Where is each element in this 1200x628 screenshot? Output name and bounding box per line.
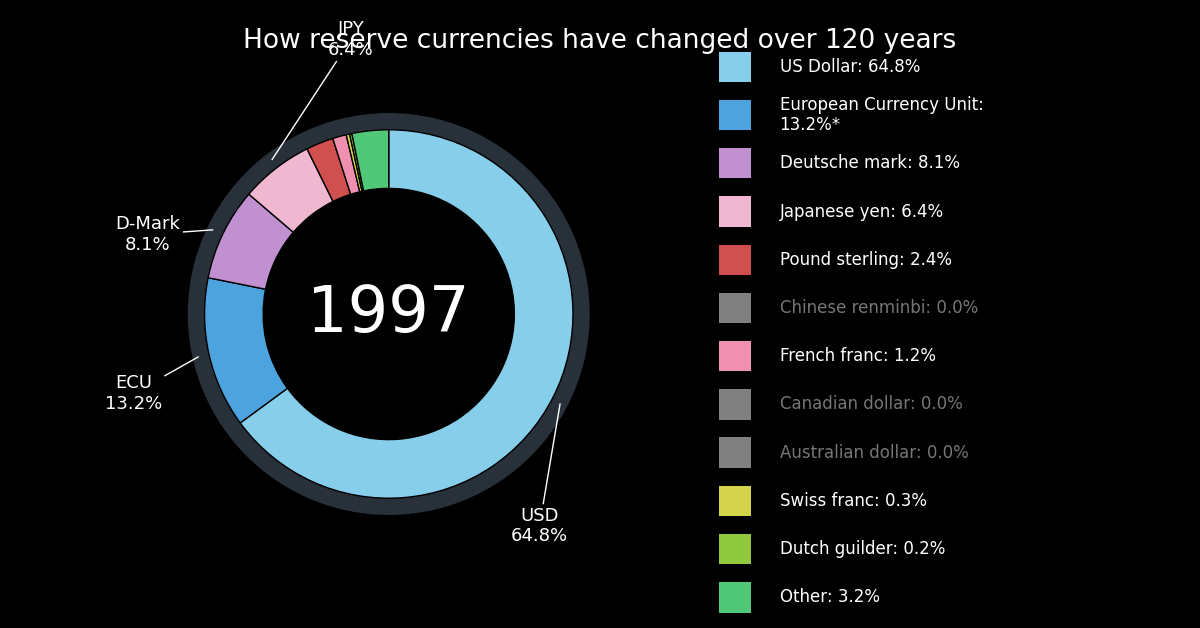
Wedge shape [187, 113, 589, 515]
Text: Canadian dollar: 0.0%: Canadian dollar: 0.0% [780, 396, 962, 413]
Text: Swiss franc: 0.3%: Swiss franc: 0.3% [780, 492, 926, 510]
FancyBboxPatch shape [719, 148, 751, 178]
Wedge shape [240, 130, 572, 498]
Wedge shape [204, 278, 288, 423]
FancyBboxPatch shape [719, 582, 751, 612]
Wedge shape [347, 134, 362, 192]
Text: French franc: 1.2%: French franc: 1.2% [780, 347, 936, 365]
FancyBboxPatch shape [719, 438, 751, 468]
Wedge shape [248, 149, 334, 232]
FancyBboxPatch shape [719, 197, 751, 227]
FancyBboxPatch shape [719, 51, 751, 82]
FancyBboxPatch shape [719, 341, 751, 371]
Text: ECU
13.2%: ECU 13.2% [104, 357, 198, 413]
Wedge shape [332, 135, 360, 194]
Wedge shape [307, 139, 350, 202]
Text: Chinese renminbi: 0.0%: Chinese renminbi: 0.0% [780, 299, 978, 317]
FancyBboxPatch shape [719, 389, 751, 420]
Text: Dutch guilder: 0.2%: Dutch guilder: 0.2% [780, 540, 944, 558]
Text: Japanese yen: 6.4%: Japanese yen: 6.4% [780, 202, 943, 220]
Text: Other: 3.2%: Other: 3.2% [780, 588, 880, 607]
Wedge shape [349, 134, 364, 192]
Wedge shape [352, 130, 389, 191]
Circle shape [263, 188, 515, 440]
Wedge shape [208, 194, 293, 290]
Text: JPY
6.4%: JPY 6.4% [272, 20, 374, 160]
Text: How reserve currencies have changed over 120 years: How reserve currencies have changed over… [244, 28, 956, 54]
FancyBboxPatch shape [719, 100, 751, 130]
Text: 1997: 1997 [307, 283, 470, 345]
FancyBboxPatch shape [719, 534, 751, 565]
FancyBboxPatch shape [719, 293, 751, 323]
Text: USD
64.8%: USD 64.8% [511, 404, 568, 545]
Text: Deutsche mark: 8.1%: Deutsche mark: 8.1% [780, 154, 960, 172]
Text: Pound sterling: 2.4%: Pound sterling: 2.4% [780, 251, 952, 269]
FancyBboxPatch shape [719, 244, 751, 275]
Text: D-Mark
8.1%: D-Mark 8.1% [115, 215, 212, 254]
Text: European Currency Unit:
13.2%*: European Currency Unit: 13.2%* [780, 95, 983, 134]
FancyBboxPatch shape [719, 485, 751, 516]
Text: Australian dollar: 0.0%: Australian dollar: 0.0% [780, 443, 968, 462]
Text: US Dollar: 64.8%: US Dollar: 64.8% [780, 58, 920, 76]
